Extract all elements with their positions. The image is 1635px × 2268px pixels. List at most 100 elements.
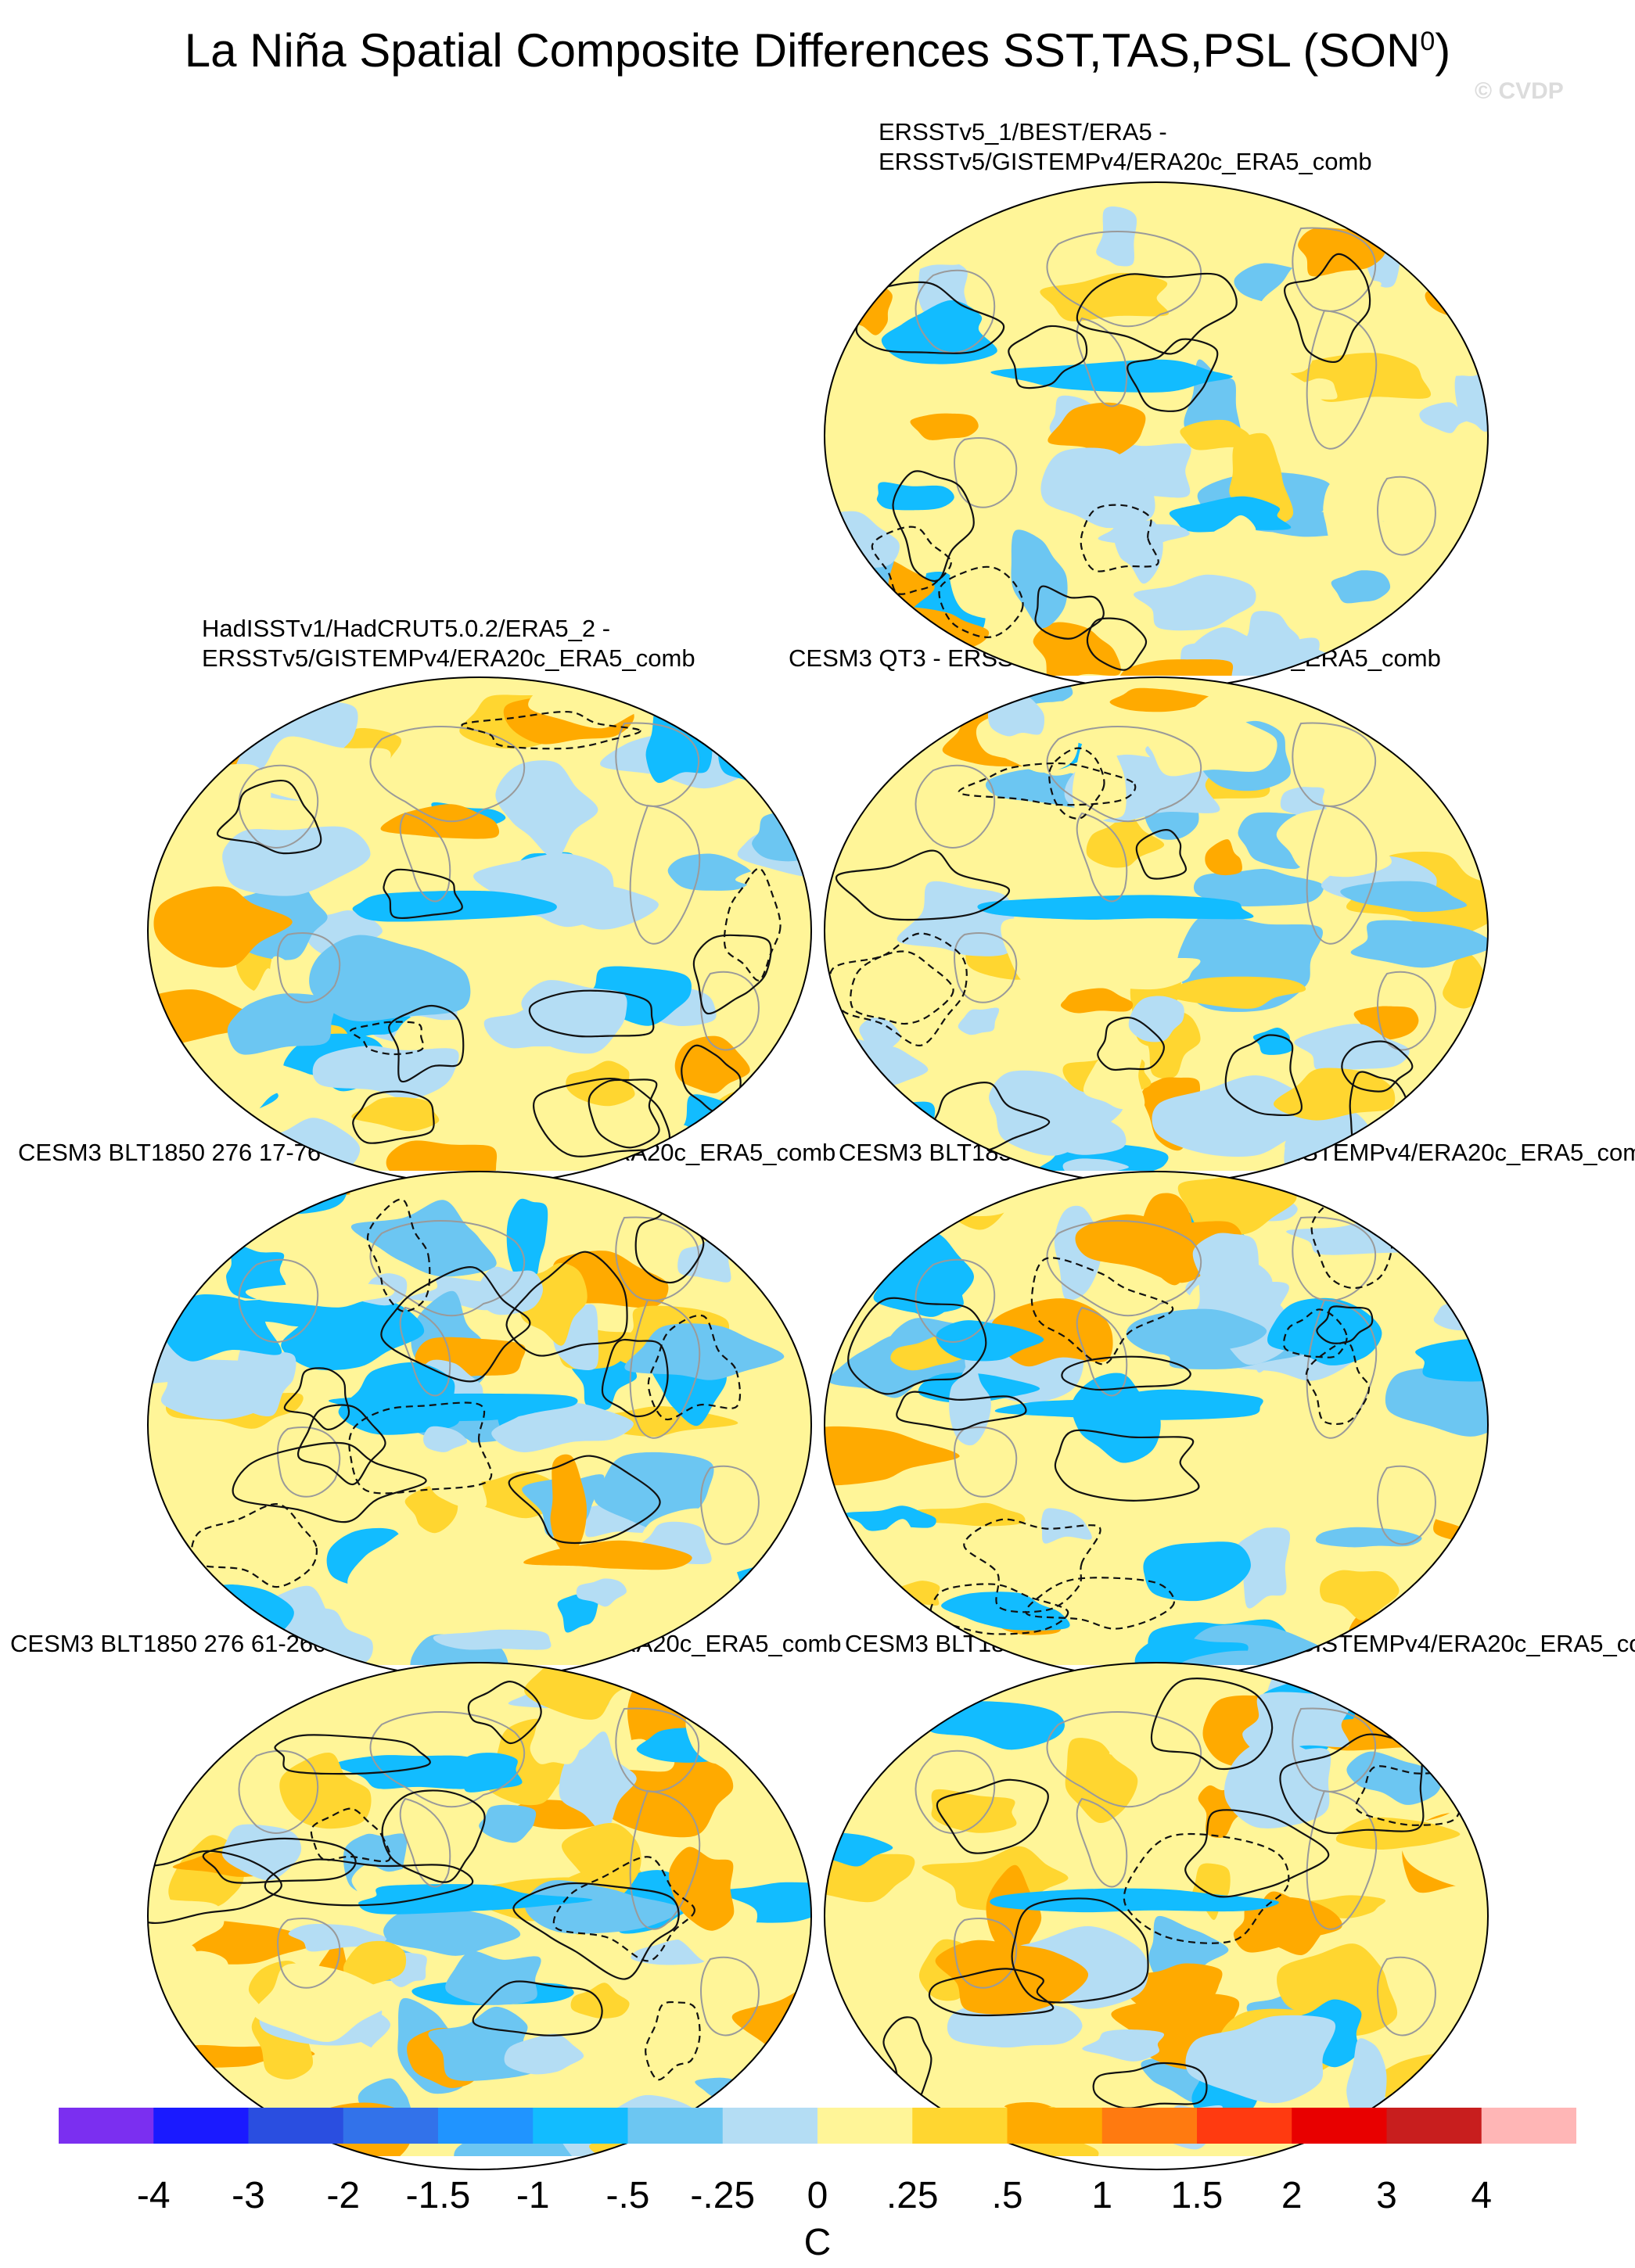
coastline <box>277 932 341 1003</box>
anomaly-patch <box>521 980 627 1054</box>
anomaly-patch <box>1298 228 1385 277</box>
coastline <box>615 1707 699 1793</box>
coastline <box>399 812 451 903</box>
enso-cold-tongue <box>994 1389 1263 1420</box>
anomaly-patch <box>1428 189 1488 254</box>
anomaly-patch <box>1267 1297 1382 1365</box>
psl-contour <box>1034 585 1105 640</box>
coastline <box>1306 1298 1378 1439</box>
psl-contour <box>381 1789 486 1883</box>
colorbar-swatch <box>722 2108 818 2144</box>
anomaly-patch <box>559 1732 637 1833</box>
anomaly-patch <box>570 1983 630 2019</box>
psl-contour <box>232 1441 427 1523</box>
anomaly-patch <box>927 1701 1065 1750</box>
coastline <box>1076 317 1128 407</box>
psl-contour <box>1011 1897 1149 2004</box>
panel-title-2: HadISSTv1/HadCRUT5.0.2/ERA5_2 - ERSSTv5/… <box>202 614 695 673</box>
anomaly-patch <box>1274 1068 1396 1121</box>
psl-contour <box>380 1266 531 1383</box>
anomaly-patch <box>1109 687 1213 712</box>
colorbar-tick-label: -2 <box>326 2175 361 2216</box>
psl-contour <box>467 1680 542 1745</box>
anomaly-patch <box>1205 839 1242 876</box>
colorbar-swatch <box>1481 2108 1576 2144</box>
anomaly-patch <box>1128 996 1184 1042</box>
colorbar-swatch <box>1386 2108 1482 2144</box>
colorbar-tick-label: 3 <box>1376 2175 1397 2216</box>
anomaly-patch <box>825 1174 854 1200</box>
psl-contour <box>1054 1429 1200 1502</box>
anomaly-patch <box>312 1046 459 1100</box>
anomaly-patch <box>1233 1938 1291 2007</box>
coastline <box>954 437 1018 508</box>
psl-contour <box>647 1314 742 1421</box>
psl-contour <box>512 1882 680 1980</box>
anomaly-patch <box>1440 548 1488 628</box>
anomaly-patch <box>1192 1233 1259 1301</box>
map-7-svg <box>824 1662 1489 2170</box>
anomaly-patch <box>167 1663 220 1743</box>
anomaly-patch <box>1148 1915 1229 1983</box>
anomaly-patch <box>148 989 262 1053</box>
coastline <box>700 1956 760 2037</box>
map-field-group <box>148 1663 811 2169</box>
panel-title-2-line2: ERSSTv5/GISTEMPv4/ERA20c_ERA5_comb <box>202 644 695 672</box>
coastline <box>954 932 1018 1003</box>
anomaly-patch <box>732 677 811 726</box>
psl-contour <box>1092 2062 1208 2109</box>
psl-contour <box>1076 272 1238 355</box>
anomaly-patch <box>1252 1028 1293 1055</box>
anomaly-patch <box>148 677 214 735</box>
anomaly-patch <box>825 1099 936 1166</box>
anomaly-patch <box>557 1592 599 1633</box>
psl-contour <box>1123 1832 1290 1944</box>
anomaly-patch <box>550 1454 588 1556</box>
anomaly-patch <box>148 1208 220 1235</box>
anomaly-patch <box>825 1663 871 1706</box>
anomaly-patch <box>1270 1858 1377 1893</box>
anomaly-patch <box>981 246 1076 275</box>
coastline <box>1377 971 1436 1051</box>
colorbar-swatch <box>1197 2108 1292 2144</box>
anomaly-patch <box>506 1198 548 1290</box>
coastline <box>1377 475 1436 556</box>
map-field-group <box>148 1172 811 1678</box>
anomaly-patch <box>1357 1172 1459 1203</box>
psl-contour <box>692 934 772 1015</box>
anomaly-patch <box>1065 1738 1138 1824</box>
anomaly-patch <box>495 760 598 859</box>
psl-contour <box>283 1367 350 1431</box>
anomaly-patch <box>1311 182 1387 212</box>
anomaly-patch <box>667 853 753 891</box>
title-close-paren: ) <box>1435 24 1451 77</box>
psl-contour <box>601 1338 669 1418</box>
anomaly-patch <box>825 1847 915 1903</box>
map-panel-4 <box>147 1171 812 1679</box>
psl-contour <box>938 565 1024 638</box>
coastline <box>1046 1710 1202 1808</box>
anomaly-patch <box>825 1223 887 1263</box>
anomaly-patch <box>1346 2038 1387 2120</box>
anomaly-patch <box>916 1172 1020 1217</box>
anomaly-patch <box>716 1229 811 1262</box>
coastline <box>915 1258 996 1343</box>
anomaly-patch <box>825 1832 893 1867</box>
psl-contour <box>958 762 1137 806</box>
colorbar-swatch <box>1101 2108 1198 2144</box>
colorbar-tick-label: 2 <box>1281 2175 1303 2216</box>
anomaly-patch <box>245 1283 395 1308</box>
anomaly-patch <box>566 1060 635 1107</box>
map-field-group <box>825 1172 1488 1678</box>
psl-contour <box>190 1503 318 1588</box>
anomaly-patch <box>171 1056 318 1114</box>
coastline <box>915 1749 996 1834</box>
anomaly-patch <box>958 1007 1000 1035</box>
psl-contour <box>1184 1809 1330 1898</box>
psl-contour <box>528 989 655 1038</box>
colorbar-tick-label: -1 <box>516 2175 550 2216</box>
coastline <box>915 269 996 353</box>
anomaly-patch <box>207 1107 266 1150</box>
colorbar-swatch <box>818 2108 913 2144</box>
psl-contour <box>1135 829 1188 880</box>
